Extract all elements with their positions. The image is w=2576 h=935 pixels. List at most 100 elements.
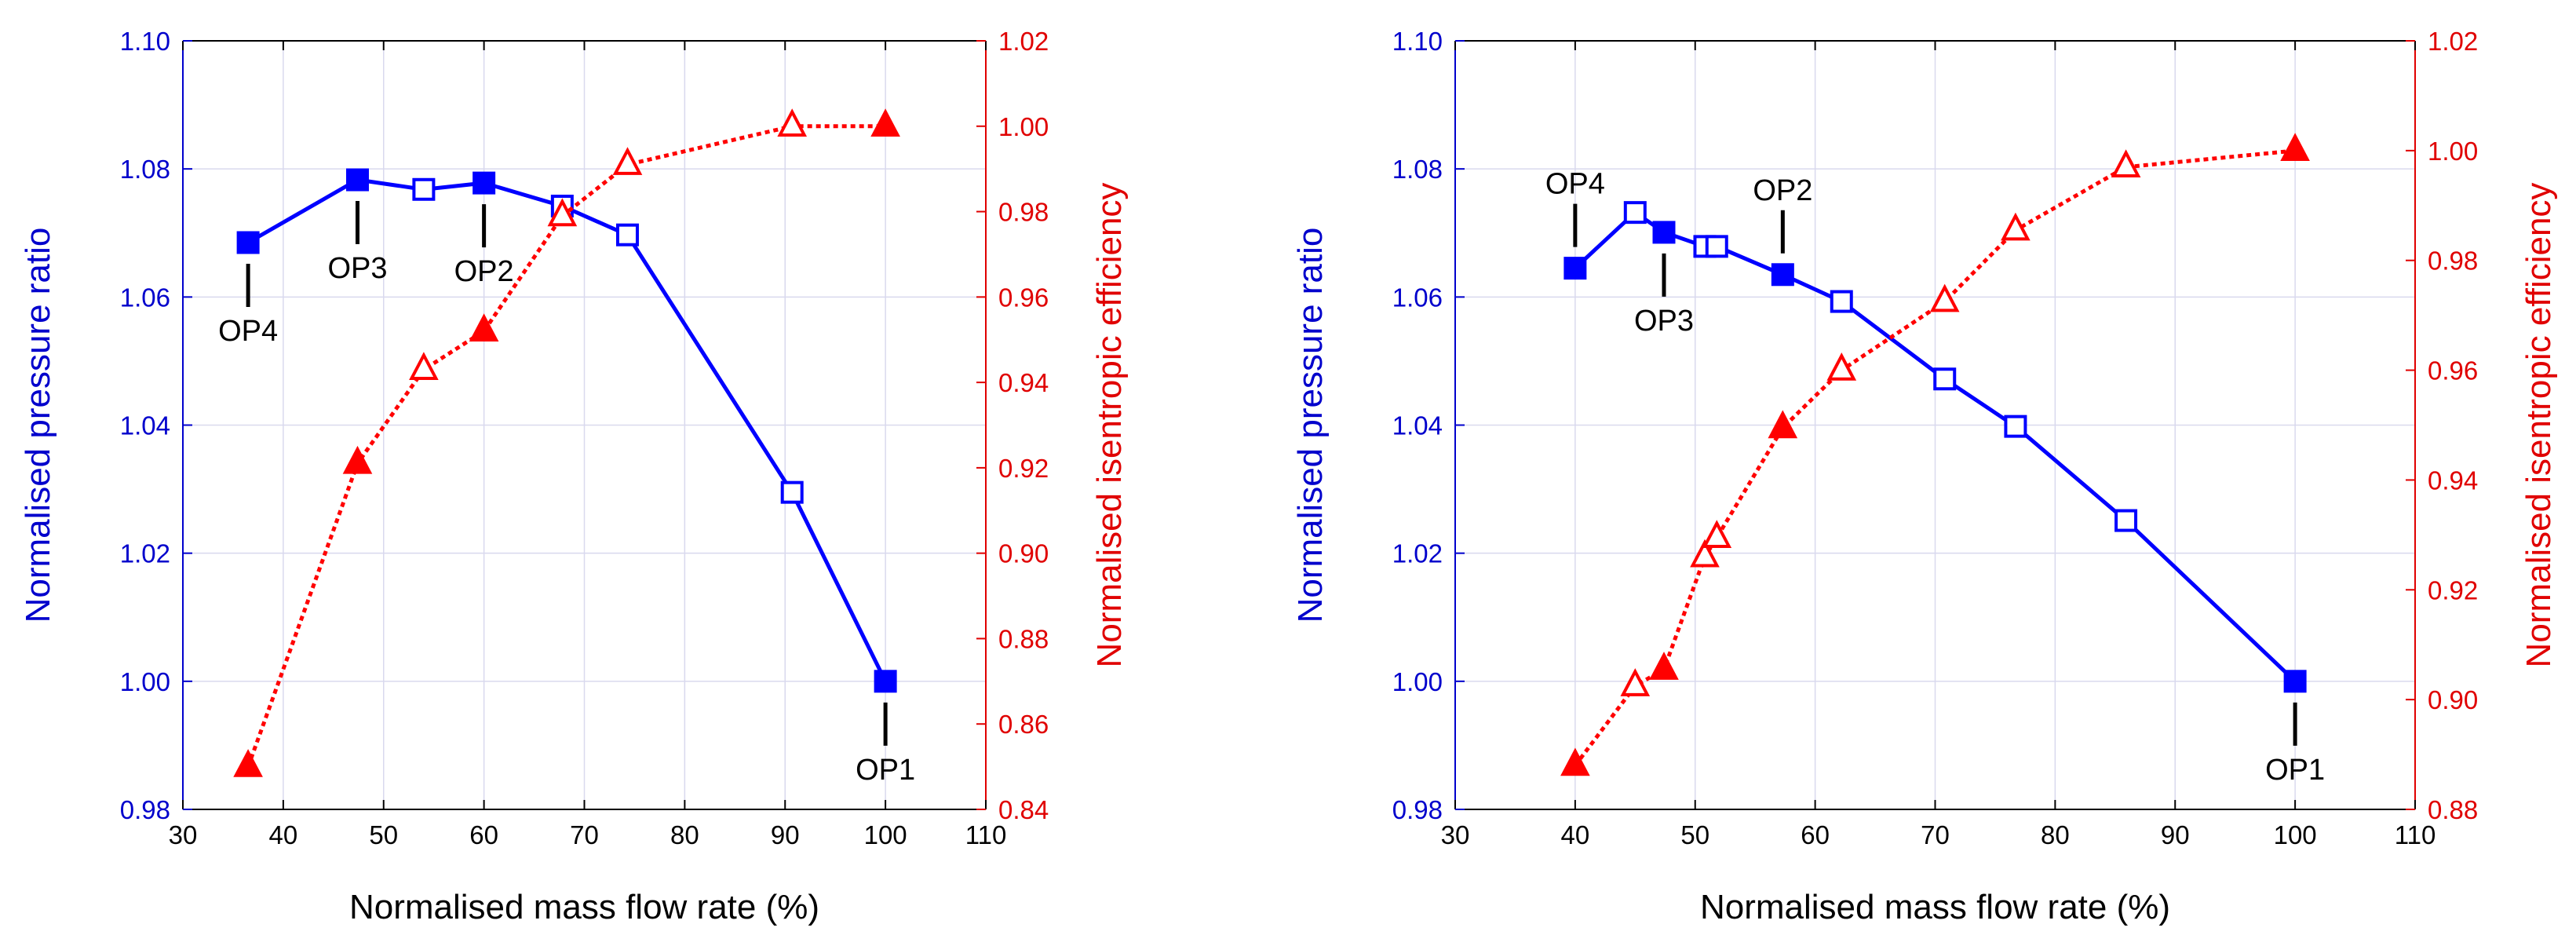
pressure-ratio-marker (874, 670, 897, 693)
x-tick-label: 100 (864, 820, 907, 849)
x-tick-label: 100 (2274, 820, 2317, 849)
pressure-ratio-marker (1771, 263, 1794, 287)
efficiency-marker (233, 749, 263, 777)
efficiency-marker (612, 147, 643, 175)
x-tick-label: 110 (2395, 820, 2436, 849)
annotation-label: OP2 (1753, 174, 1812, 207)
efficiency-marker (2280, 133, 2310, 161)
left-y-tick-label: 1.06 (1392, 283, 1443, 312)
efficiency-marker (1560, 747, 1590, 776)
pressure-ratio-marker (473, 171, 496, 195)
right-y-tick-label: 0.92 (998, 454, 1049, 483)
efficiency-marker (1929, 283, 1960, 312)
left-y-tick-label: 1.10 (120, 27, 170, 56)
x-axis-label: Normalised mass flow rate (%) (349, 888, 819, 926)
right-y-tick-label: 0.90 (2428, 685, 2478, 714)
right-y-tick-label: 0.98 (2428, 247, 2478, 276)
annotation-label: OP2 (454, 255, 514, 288)
x-tick-label: 50 (369, 820, 398, 849)
pressure-ratio-marker (1563, 257, 1587, 280)
annotation-label: OP4 (218, 315, 278, 348)
chart-right: 30 40 50 60 70 80 90 100 110 0.98 1.00 1.02 1.04 1.06… (1291, 27, 2558, 926)
x-tick-label: 30 (1441, 820, 1470, 849)
left-y-axis-label: Normalised pressure ratio (1291, 228, 1330, 623)
x-tick-label: 90 (771, 820, 800, 849)
efficiency-marker (409, 352, 439, 380)
pressure-ratio-marker (1830, 290, 1853, 313)
efficiency-marker (1826, 352, 1857, 381)
right-y-tick-label: 1.00 (998, 112, 1049, 141)
efficiency-marker (2111, 149, 2141, 177)
x-tick-label: 60 (469, 820, 498, 849)
left-y-tick-label: 1.04 (120, 411, 170, 440)
right-y-tick-label: 0.88 (2428, 795, 2478, 824)
efficiency-marker (1690, 539, 1720, 568)
x-tick-label: 80 (2041, 820, 2070, 849)
efficiency-marker (777, 108, 808, 137)
efficiency-marker (1768, 410, 1798, 439)
right-y-tick-label: 0.88 (998, 624, 1049, 653)
x-tick-label: 90 (2161, 820, 2190, 849)
pressure-ratio-marker (1933, 367, 1957, 391)
left-y-tick-label: 1.00 (1392, 667, 1443, 696)
left-y-tick-label: 1.08 (120, 155, 170, 184)
annotation-label: OP1 (856, 754, 915, 787)
efficiency-marker (547, 198, 578, 227)
right-y-tick-label: 0.92 (2428, 575, 2478, 604)
right-y-tick-label: 0.98 (998, 198, 1049, 227)
annotation-label: OP4 (1545, 168, 1605, 201)
x-tick-label: 110 (965, 820, 1007, 849)
right-y-tick-label: 0.96 (2428, 356, 2478, 385)
chart-left: 30 40 50 60 70 80 90 100 110 0.98 1.00 1.02 1.04 1.06… (19, 27, 1129, 926)
left-y-tick-label: 0.98 (1392, 795, 1443, 824)
pressure-ratio-marker (615, 223, 639, 247)
left-y-tick-label: 1.06 (120, 283, 170, 312)
annotation-label: OP3 (1634, 305, 1694, 338)
right-y-tick-label: 0.94 (998, 368, 1049, 397)
left-y-axis-label: Normalised pressure ratio (19, 228, 57, 623)
x-tick-label: 40 (1561, 820, 1590, 849)
annotation-label: OP3 (327, 252, 387, 285)
right-y-tick-label: 0.86 (998, 710, 1049, 739)
efficiency-marker (870, 108, 900, 137)
efficiency-marker (469, 313, 499, 341)
right-y-tick-label: 1.02 (2428, 27, 2478, 56)
right-y-tick-label: 0.84 (998, 795, 1049, 824)
efficiency-marker (1620, 668, 1651, 696)
right-y-tick-label: 1.00 (2428, 137, 2478, 166)
right-y-tick-label: 0.90 (998, 539, 1049, 568)
left-y-tick-label: 1.02 (1392, 539, 1443, 568)
pressure-ratio-marker (412, 177, 436, 201)
left-y-tick-label: 1.08 (1392, 155, 1443, 184)
left-y-tick-label: 1.00 (120, 667, 170, 696)
x-tick-label: 70 (570, 820, 599, 849)
left-y-tick-label: 1.02 (120, 539, 170, 568)
pressure-ratio-marker (2283, 670, 2307, 693)
pressure-ratio-marker (1623, 201, 1647, 225)
efficiency-marker (2001, 212, 2031, 241)
efficiency-line (246, 124, 886, 768)
pressure-ratio-marker (780, 480, 804, 504)
right-y-axis-label: Normalised isentropic efficiency (1090, 183, 1129, 668)
pressure-ratio-marker (1705, 235, 1728, 258)
efficiency-marker (1702, 520, 1732, 548)
right-y-axis-label: Normalised isentropic efficiency (2519, 183, 2558, 668)
x-tick-label: 30 (169, 820, 198, 849)
x-tick-label: 70 (1921, 820, 1950, 849)
x-tick-label: 40 (269, 820, 298, 849)
x-axis-label: Normalised mass flow rate (%) (1700, 888, 2170, 926)
x-tick-label: 80 (670, 820, 699, 849)
pressure-ratio-marker (236, 231, 260, 254)
left-y-tick-label: 1.10 (1392, 27, 1443, 56)
right-y-tick-label: 0.94 (2428, 466, 2478, 495)
pressure-ratio-marker (1652, 221, 1676, 244)
right-y-tick-label: 1.02 (998, 27, 1049, 56)
x-tick-label: 60 (1801, 820, 1830, 849)
pressure-ratio-marker (346, 168, 370, 192)
efficiency-marker (342, 445, 373, 474)
x-tick-label: 50 (1680, 820, 1709, 849)
left-y-tick-label: 0.98 (120, 795, 170, 824)
pressure-ratio-marker (2114, 509, 2138, 532)
efficiency-marker (1649, 652, 1679, 680)
